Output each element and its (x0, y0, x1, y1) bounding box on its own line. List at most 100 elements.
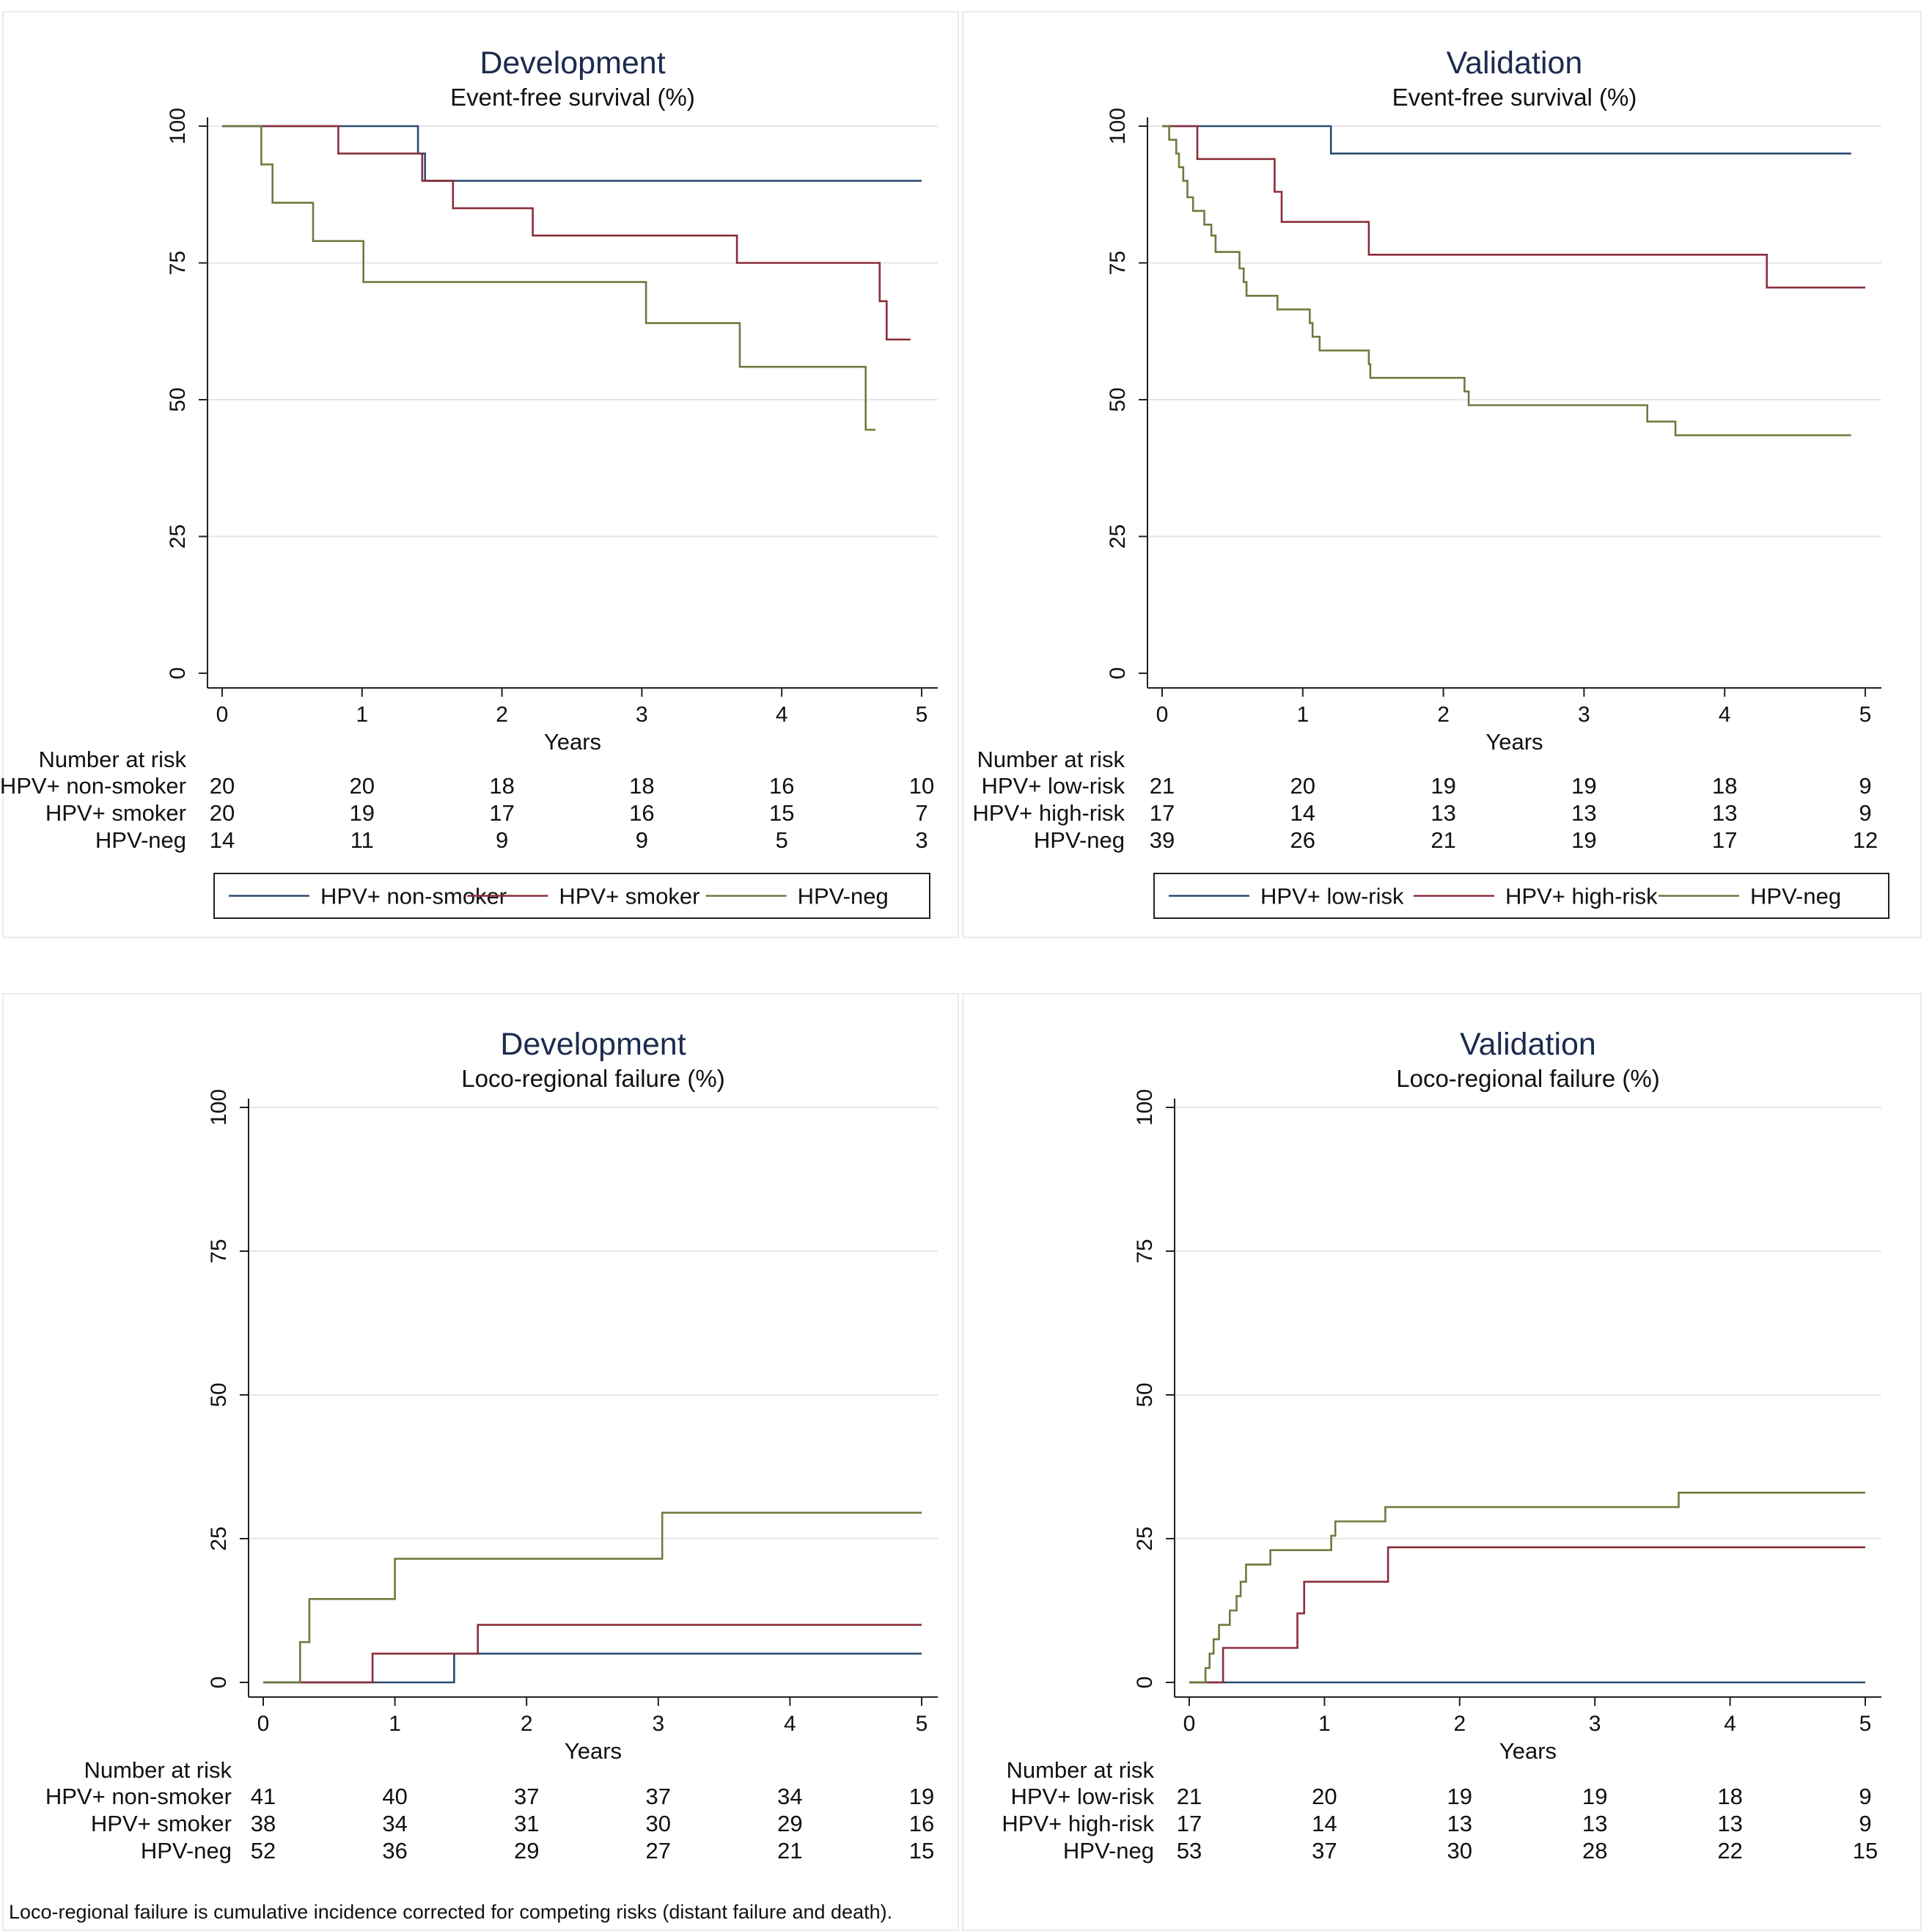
risk-count: 14 (1290, 800, 1315, 826)
risk-count: 21 (1150, 773, 1175, 799)
panel-title: Development (480, 45, 665, 81)
panel-frame (962, 993, 1922, 1931)
panel-dev-locoregional: Development Loco-regional failure (%) 0 2 5 5… (2, 993, 959, 1931)
y-tick-label: 0 (166, 667, 190, 680)
risk-count: 15 (769, 800, 794, 826)
risk-count: 16 (629, 800, 654, 826)
risk-table-header: Number at risk (977, 747, 1125, 772)
risk-count: 20 (350, 773, 375, 799)
risk-count: 29 (514, 1838, 539, 1864)
x-tick-label: 5 (916, 703, 928, 727)
risk-count: 19 (350, 800, 375, 826)
legend-entry: HPV+ low-risk (1260, 884, 1404, 909)
y-tick-label: 100 (166, 108, 190, 144)
legend-box (1153, 873, 1889, 919)
x-tick-label: 0 (216, 703, 229, 727)
legend-entry: HPV+ high-risk (1505, 884, 1658, 909)
risk-count: 20 (1290, 773, 1315, 799)
risk-count: 7 (915, 800, 928, 826)
legend-entry: HPV+ smoker (559, 884, 699, 909)
risk-count: 10 (909, 773, 934, 799)
x-tick-label: 1 (389, 1712, 401, 1736)
x-tick-label: 4 (776, 703, 788, 727)
x-tick-label: 3 (1589, 1712, 1601, 1736)
series-line-hpv-smoker (222, 125, 911, 341)
y-tick-label: 75 (1133, 1239, 1157, 1263)
panel-frame (2, 11, 959, 938)
risk-row-label: HPV+ smoker (91, 1811, 232, 1836)
risk-count: 5 (776, 827, 788, 853)
panel-subtitle: Event-free survival (%) (450, 84, 695, 111)
risk-count: 3 (915, 827, 928, 853)
x-tick-label: 0 (257, 1712, 270, 1736)
x-tick-label: 2 (521, 1712, 533, 1736)
risk-row-label: HPV+ non-smoker (0, 773, 186, 799)
legend-entry: HPV-neg (798, 884, 889, 909)
x-tick-label: 4 (784, 1712, 796, 1736)
x-tick-label: 1 (1296, 703, 1309, 727)
risk-count: 17 (1177, 1811, 1202, 1836)
x-tick-label: 4 (1719, 703, 1731, 727)
risk-count: 40 (382, 1784, 407, 1809)
panel-frame (962, 11, 1922, 938)
x-tick-label: 3 (636, 703, 648, 727)
series-line-hpv-high-risk (1189, 1546, 1865, 1684)
risk-count: 13 (1571, 800, 1596, 826)
y-tick-label: 25 (1106, 524, 1130, 549)
panel-subtitle: Loco-regional failure (%) (461, 1065, 725, 1092)
y-tick-label: 25 (166, 524, 190, 549)
risk-count: 37 (1312, 1838, 1337, 1864)
y-tick-label: 75 (207, 1239, 231, 1263)
x-tick-label: 5 (916, 1712, 928, 1736)
risk-count: 30 (646, 1811, 671, 1836)
series-line-hpv-neg (222, 125, 875, 431)
risk-count: 15 (909, 1838, 934, 1864)
x-tick-label: 5 (1859, 703, 1872, 727)
x-tick-label: 2 (496, 703, 508, 727)
risk-count: 17 (1712, 827, 1737, 853)
risk-count: 14 (1312, 1811, 1337, 1836)
risk-row-label: HPV-neg (1034, 827, 1125, 853)
risk-count: 29 (777, 1811, 802, 1836)
risk-count: 20 (210, 773, 235, 799)
y-tick-label: 75 (1106, 251, 1130, 275)
risk-row-label: HPV-neg (95, 827, 186, 853)
risk-count: 13 (1447, 1811, 1472, 1836)
risk-row-label: HPV+ low-risk (1010, 1784, 1154, 1809)
risk-count: 28 (1582, 1838, 1607, 1864)
risk-table-header: Number at risk (38, 747, 186, 772)
risk-count: 12 (1853, 827, 1878, 853)
panel-title: Validation (1447, 45, 1583, 81)
y-tick-label: 50 (166, 387, 190, 411)
x-tick-label: 3 (652, 1712, 664, 1736)
risk-count: 18 (1717, 1784, 1742, 1809)
y-tick-label: 50 (207, 1382, 231, 1407)
risk-count: 18 (1712, 773, 1737, 799)
x-tick-label: 0 (1183, 1712, 1196, 1736)
risk-row-label: HPV+ smoker (45, 800, 186, 826)
risk-count: 31 (514, 1811, 539, 1836)
risk-count: 18 (489, 773, 514, 799)
x-tick-label: 4 (1724, 1712, 1736, 1736)
x-axis-label: Years (544, 729, 601, 755)
series-line-hpv-high-risk (1162, 125, 1865, 289)
y-tick-label: 0 (1133, 1677, 1157, 1689)
legend: HPV+ non-smoker HPV+ smoker HPV-neg (213, 873, 930, 919)
y-tick-label: 100 (1106, 108, 1130, 144)
risk-count: 9 (1859, 1784, 1871, 1809)
risk-count: 19 (1582, 1784, 1607, 1809)
risk-count: 21 (1177, 1784, 1202, 1809)
y-tick-label: 0 (1106, 667, 1130, 680)
y-tick-label: 75 (166, 251, 190, 275)
risk-count: 13 (1430, 800, 1455, 826)
panel-title: Development (500, 1027, 686, 1062)
y-tick-label: 100 (1133, 1089, 1157, 1126)
risk-row-label: HPV-neg (1063, 1838, 1154, 1864)
risk-table-header: Number at risk (1006, 1757, 1154, 1783)
risk-count: 53 (1177, 1838, 1202, 1864)
risk-count: 19 (1571, 827, 1596, 853)
